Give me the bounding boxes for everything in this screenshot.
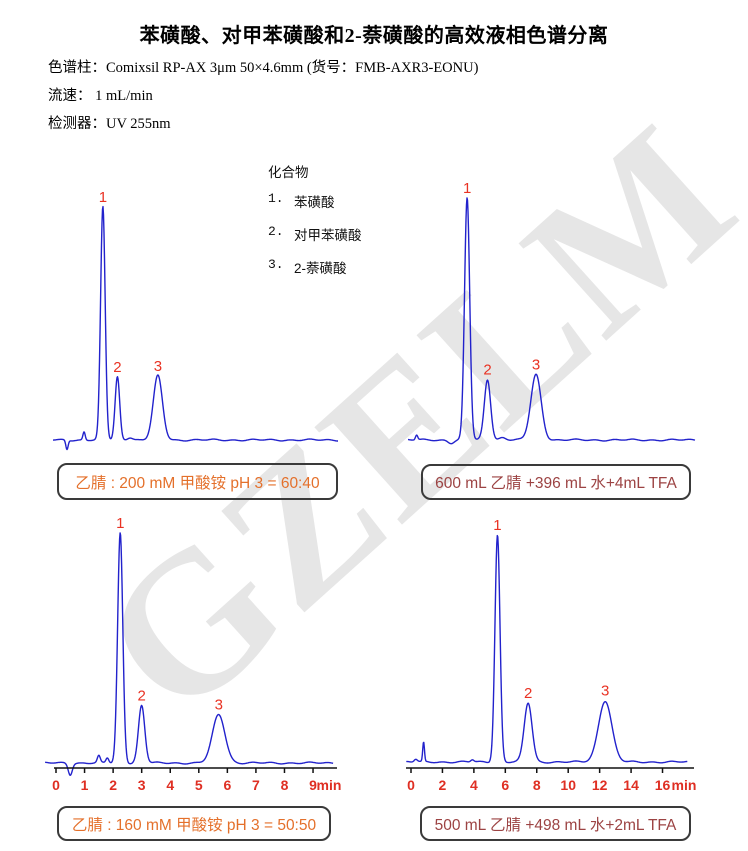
peak-label: 3 [215,697,223,714]
caption-box-bottom-left: 乙腈 : 160 mM 甲酸铵 pH 3 = 50:50 [57,806,331,841]
info-line-column: 色谱柱：Comixsil RP-AX 3μm 50×4.6mm (货号：FMB-… [48,60,479,76]
peak-label: 3 [532,357,540,374]
info-line-detector: 检测器：UV 255nm [48,116,171,132]
peak-label: 2 [524,685,532,702]
legend-title: 化合物 [268,165,309,180]
x-axis-tick-label: 0 [52,777,60,793]
x-axis-tick-label: 0 [407,777,415,793]
caption-text: 500 mL 乙腈 +498 mL 水+2mL TFA [434,816,677,834]
peak-label: 2 [483,362,491,379]
compound-legend: 化合物 1. 苯磺酸 2. 对甲苯磺酸 3. 2-萘磺酸 [268,161,362,290]
x-axis-tick-label: 1 [81,777,89,793]
x-axis-tick-label: 2 [439,777,447,793]
legend-item-name: 苯磺酸 [294,195,335,210]
x-axis-tick-label: 8 [281,777,289,793]
x-axis-tick-label: 16 [655,777,671,793]
x-axis-tick-label: 4 [166,777,174,793]
x-axis-tick-label: 7 [252,777,260,793]
chromatogram-trace-tr [407,197,696,445]
peak-label: 3 [601,683,609,700]
x-axis-tick-label: 6 [501,777,509,793]
peak-label: 3 [154,358,162,375]
peak-label: 2 [138,688,146,705]
chromatogram-trace-tl [52,205,339,451]
peak-label: 2 [113,359,121,376]
caption-text: 600 mL 乙腈 +396 mL 水+4mL TFA [435,475,677,492]
x-axis-tick-label: 2 [109,777,117,793]
caption-box-bottom-right: 500 mL 乙腈 +498 mL 水+2mL TFA [420,806,691,841]
legend-item: 1. 苯磺酸 [268,191,362,211]
x-axis-tick-label: 10 [560,777,576,793]
x-axis-tick-label: 12 [592,777,608,793]
legend-item-number: 2. [268,224,284,239]
x-axis-unit-label: min [672,777,697,793]
x-axis-tick-label: 5 [195,777,203,793]
legend-item: 2. 对甲苯磺酸 [268,224,362,244]
method-info: 色谱柱：Comixsil RP-AX 3μm 50×4.6mm (货号：FMB-… [48,58,478,142]
x-axis-tick-label: 9 [309,777,317,793]
caption-text: 乙腈 : 160 mM 甲酸铵 pH 3 = 50:50 [71,816,317,834]
x-axis-tick-label: 6 [223,777,231,793]
x-axis-tick-label: 14 [623,777,639,793]
legend-item-number: 3. [268,257,284,272]
x-axis-tick-label: 8 [533,777,541,793]
caption-box-top-right: 600 mL 乙腈 +396 mL 水+4mL TFA [421,464,691,500]
legend-item: 3. 2-萘磺酸 [268,257,362,277]
legend-item-name: 2-萘磺酸 [294,261,347,276]
legend-item-name: 对甲苯磺酸 [294,228,362,243]
peak-label: 1 [463,180,471,197]
x-axis-unit-label: min [317,777,342,793]
x-axis-tick-label: 3 [138,777,146,793]
caption-text: 乙腈 : 200 mM 甲酸铵 pH 3 = 60:40 [75,474,320,492]
page-title: 苯磺酸、对甲苯磺酸和2-萘磺酸的高效液相色谱分离 [139,25,609,48]
info-line-flow-rate: 流速： 1 mL/min [48,88,153,104]
x-axis-tick-label: 4 [470,777,478,793]
legend-item-number: 1. [268,191,284,206]
peak-label: 1 [116,515,124,532]
chromatogram-trace-bl [44,532,334,776]
caption-box-top-left: 乙腈 : 200 mM 甲酸铵 pH 3 = 60:40 [57,463,338,500]
peak-label: 1 [493,517,501,534]
peak-label: 1 [99,189,107,206]
chromatogram-trace-br [406,534,688,764]
